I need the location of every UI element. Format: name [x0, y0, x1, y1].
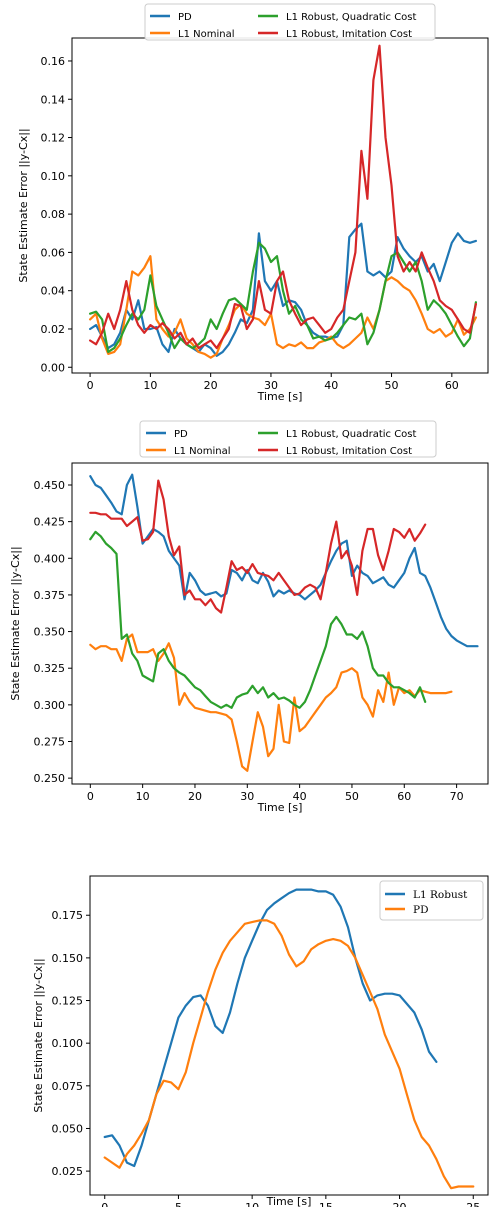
y-tick-label: 0.375	[34, 589, 66, 602]
y-tick-label: 0.175	[52, 909, 84, 922]
y-axis-label: State Estimate Error ||y-Cx||	[17, 128, 30, 282]
x-tick-label: 40	[324, 379, 338, 392]
x-tick-label: 25	[466, 1201, 480, 1207]
chart-2: 0 10 20 30 40 50 60 70 0.250 0.275 0.300 0.325 0.350…	[9, 420, 489, 814]
legend: L1 Robust PD	[379, 880, 484, 921]
x-tick-label: 5	[175, 1201, 182, 1207]
y-tick-label: 0.16	[41, 55, 66, 68]
x-tick-label: 30	[240, 790, 254, 803]
series-line-l1-robust-imitation-cost	[89, 44, 477, 350]
x-tick-label: 10	[245, 1201, 259, 1207]
y-tick-label: 0.06	[41, 246, 66, 259]
y-tick-label: 0.04	[41, 285, 66, 298]
y-tick-label: 0.08	[41, 208, 66, 221]
legend-label: PD	[174, 429, 188, 440]
y-tick-label: 0.02	[41, 323, 66, 336]
y-tick-label: 0.025	[52, 1165, 84, 1178]
legend-label: PD	[178, 12, 192, 23]
legend-label: L1 Robust, Quadratic Cost	[286, 429, 417, 440]
legend-label: L1 Robust, Imitation Cost	[286, 446, 412, 457]
x-tick-label: 15	[319, 1201, 333, 1207]
y-tick-label: 0.425	[34, 516, 66, 529]
y-axis-label: State Estimate Error ||y-Cx||	[32, 958, 45, 1112]
y-tick-label: 0.250	[34, 772, 66, 785]
x-tick-label: 70	[450, 790, 464, 803]
y-tick-label: 0.00	[41, 361, 66, 374]
x-tick-label: 20	[393, 1201, 407, 1207]
series-line-pd	[89, 473, 479, 648]
legend-label: L1 Robust, Imitation Cost	[286, 29, 412, 40]
y-tick-label: 0.125	[52, 995, 84, 1008]
y-axis-label: State Estimate Error ||y-Cx||	[9, 546, 22, 700]
x-axis-label: Time [s]	[257, 801, 303, 814]
legend-label: PD	[413, 904, 428, 916]
y-tick-label: 0.325	[34, 662, 66, 675]
x-tick-label: 10	[136, 790, 150, 803]
x-tick-label: 0	[87, 790, 94, 803]
legend-box	[139, 420, 437, 458]
series-line-l1-robust-imitation-cost	[89, 479, 427, 614]
series-line-l1-robust	[103, 888, 438, 1168]
series-line-pd	[103, 919, 475, 1190]
x-tick-label: 0	[101, 1201, 108, 1207]
y-tick-label: 0.10	[41, 170, 66, 183]
x-tick-label: 0	[87, 379, 94, 392]
legend-label: L1 Robust	[413, 889, 468, 901]
legend-label: L1 Nominal	[174, 446, 230, 457]
x-axis-label: Time [s]	[257, 390, 303, 403]
x-tick-label: 50	[345, 790, 359, 803]
y-tick-label: 0.300	[34, 699, 66, 712]
x-tick-label: 10	[143, 379, 157, 392]
x-tick-label: 60	[397, 790, 411, 803]
y-tick-label: 0.14	[41, 93, 66, 106]
legend-label: L1 Robust, Quadratic Cost	[286, 12, 417, 23]
chart-3: 0 5 10 15 20 25 0.025 0.050 0.075 0.100 0.125 0.150…	[32, 875, 489, 1207]
axes-frame	[71, 462, 489, 785]
legend-box	[144, 3, 436, 41]
x-axis-label: Time [s]	[266, 1195, 312, 1207]
y-tick-label: 0.275	[34, 735, 66, 748]
x-tick-label: 20	[188, 790, 202, 803]
x-tick-label: 40	[293, 790, 307, 803]
y-tick-label: 0.350	[34, 626, 66, 639]
x-tick-label: 50	[385, 379, 399, 392]
x-tick-label: 20	[204, 379, 218, 392]
y-tick-label: 0.450	[34, 479, 66, 492]
y-tick-label: 0.050	[52, 1122, 84, 1135]
y-tick-label: 0.400	[34, 552, 66, 565]
series-line-l1-robust-quadratic-cost	[89, 530, 427, 709]
y-tick-label: 0.150	[52, 952, 84, 965]
y-tick-label: 0.100	[52, 1037, 84, 1050]
x-tick-label: 60	[445, 379, 459, 392]
legend: PD L1 Nominal L1 Robust, Quadratic Cost L1 …	[144, 3, 436, 41]
y-tick-label: 0.075	[52, 1080, 84, 1093]
series-line-l1-nominal	[89, 633, 453, 772]
legend: PD L1 Nominal L1 Robust, Quadratic Cost L1 …	[139, 420, 437, 458]
legend-box	[379, 880, 484, 921]
x-tick-label: 30	[264, 379, 278, 392]
axes-frame	[89, 875, 489, 1196]
legend-label: L1 Nominal	[178, 29, 234, 40]
chart-1: 0 10 20 30 40 50 60 0.00 0.02 0.04 0.06 0.08 0.10 0.1…	[17, 3, 489, 403]
series-line-l1-robust-quadratic-cost	[89, 241, 477, 353]
y-tick-label: 0.12	[41, 132, 66, 145]
